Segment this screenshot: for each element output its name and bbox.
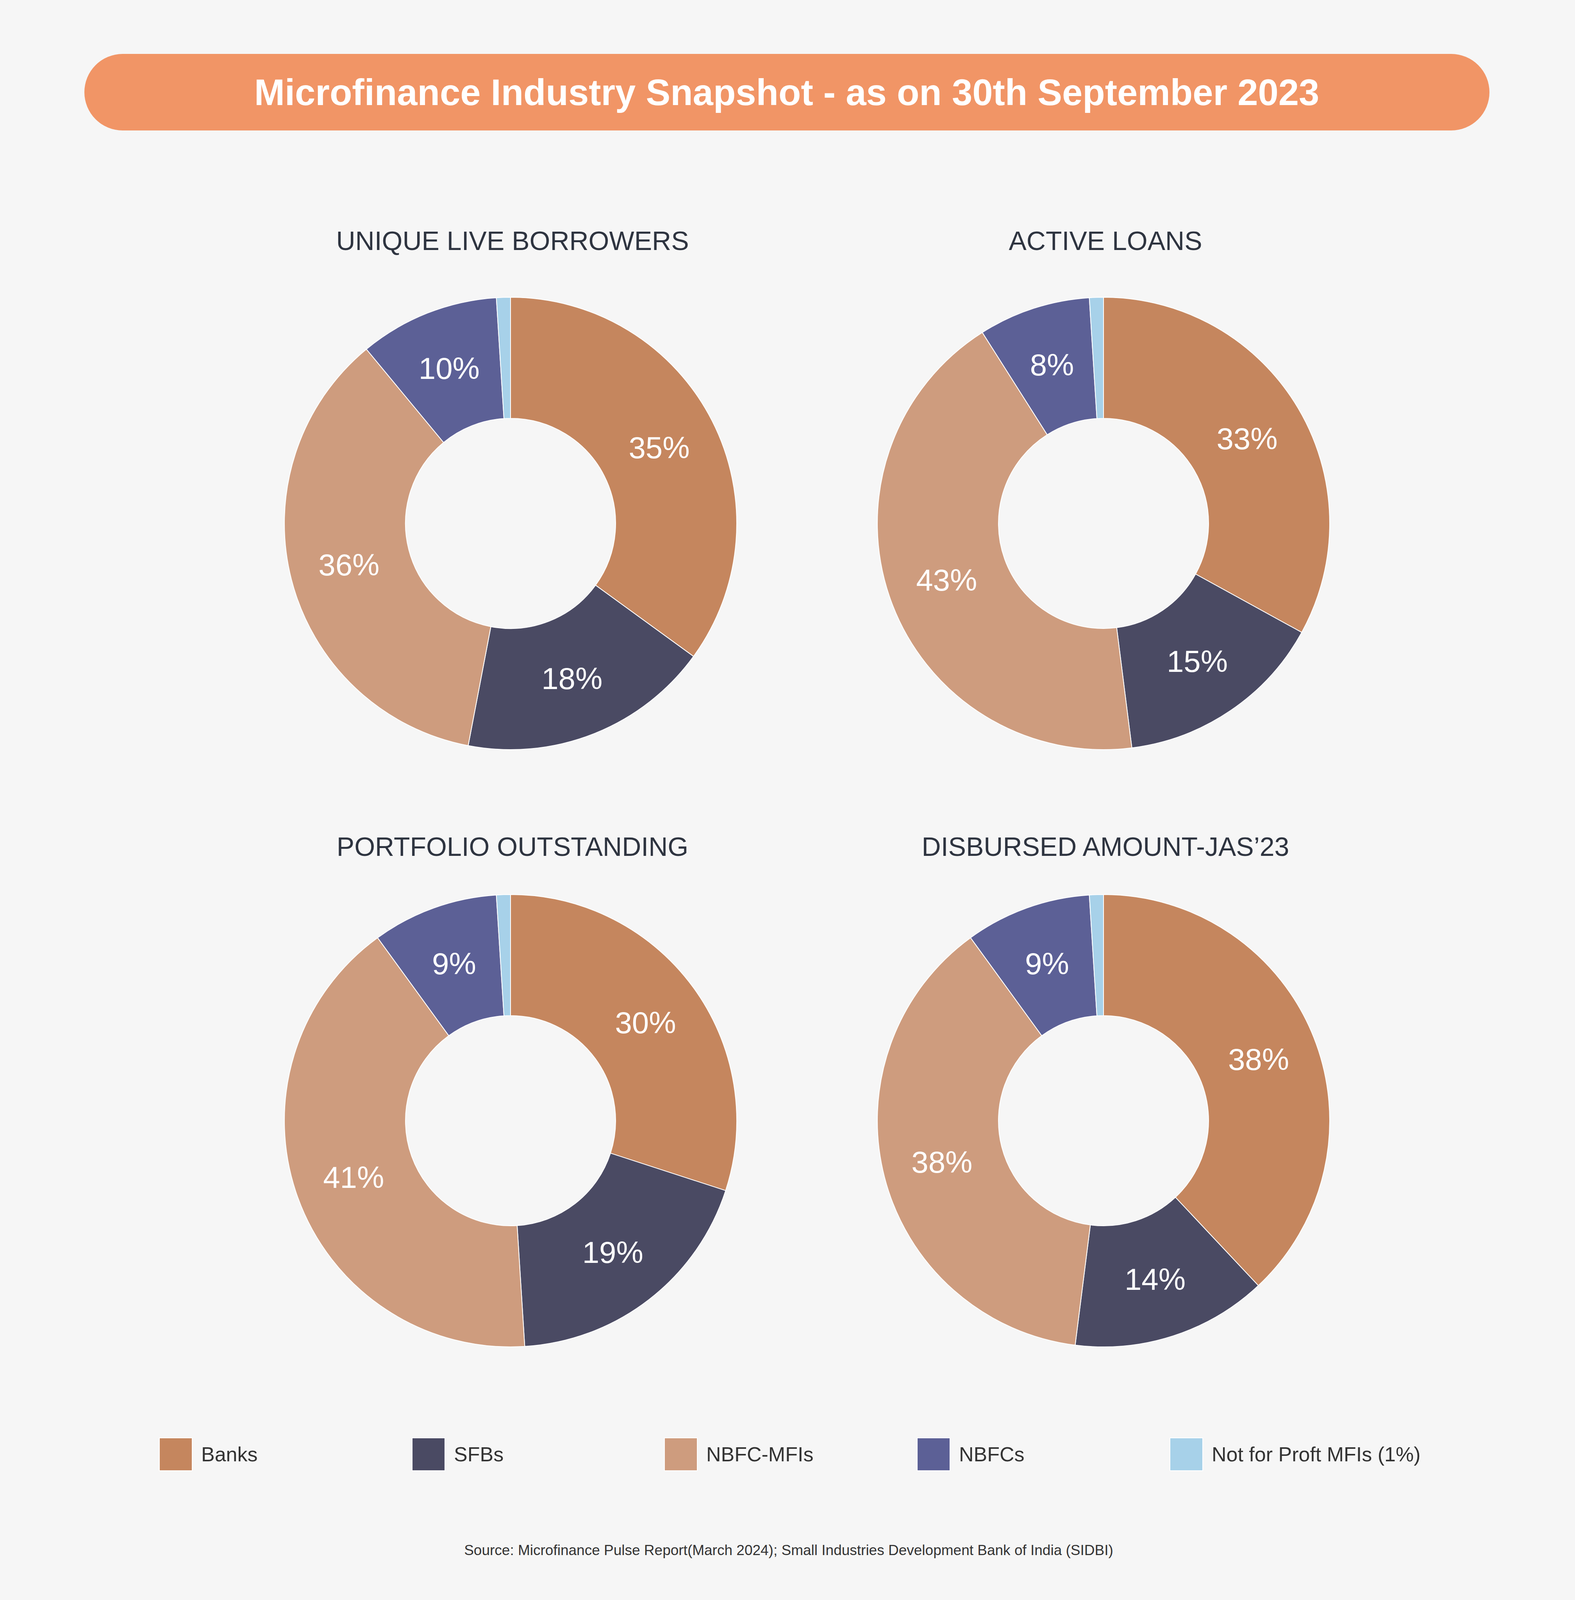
svg-text:PORTFOLIO OUTSTANDING: PORTFOLIO OUTSTANDING (336, 831, 689, 862)
svg-text:SFBs: SFBs (453, 1442, 504, 1466)
svg-text:Banks: Banks (201, 1442, 258, 1466)
svg-text:38%: 38% (1228, 1042, 1290, 1077)
svg-text:DISBURSED AMOUNT-JAS’23: DISBURSED AMOUNT-JAS’23 (921, 831, 1290, 862)
svg-text:15%: 15% (1166, 644, 1228, 679)
svg-text:33%: 33% (1216, 421, 1278, 456)
svg-text:UNIQUE LIVE BORROWERS: UNIQUE LIVE BORROWERS (335, 225, 689, 256)
svg-text:Source: Microfinance Pulse Rep: Source: Microfinance Pulse Report(March … (464, 1542, 1114, 1559)
svg-text:19%: 19% (582, 1235, 644, 1270)
svg-text:36%: 36% (318, 547, 380, 583)
svg-text:14%: 14% (1124, 1262, 1186, 1297)
svg-text:30%: 30% (614, 1005, 676, 1040)
svg-text:9%: 9% (1025, 946, 1070, 981)
svg-text:NBFC-MFIs: NBFC-MFIs (706, 1442, 814, 1466)
svg-text:35%: 35% (628, 430, 690, 465)
svg-text:ACTIVE LOANS: ACTIVE LOANS (1008, 225, 1202, 256)
svg-text:18%: 18% (541, 661, 603, 696)
svg-text:38%: 38% (911, 1144, 973, 1180)
svg-text:8%: 8% (1030, 347, 1075, 383)
svg-text:NBFCs: NBFCs (958, 1442, 1025, 1466)
svg-text:9%: 9% (432, 946, 477, 981)
svg-text:Microfinance Industry Snapshot: Microfinance Industry Snapshot - as on 3… (254, 71, 1320, 113)
svg-text:41%: 41% (323, 1160, 384, 1195)
svg-text:10%: 10% (418, 351, 480, 386)
svg-text:Not for Proft MFIs (1%): Not for Proft MFIs (1%) (1211, 1442, 1421, 1466)
svg-text:43%: 43% (916, 562, 977, 598)
